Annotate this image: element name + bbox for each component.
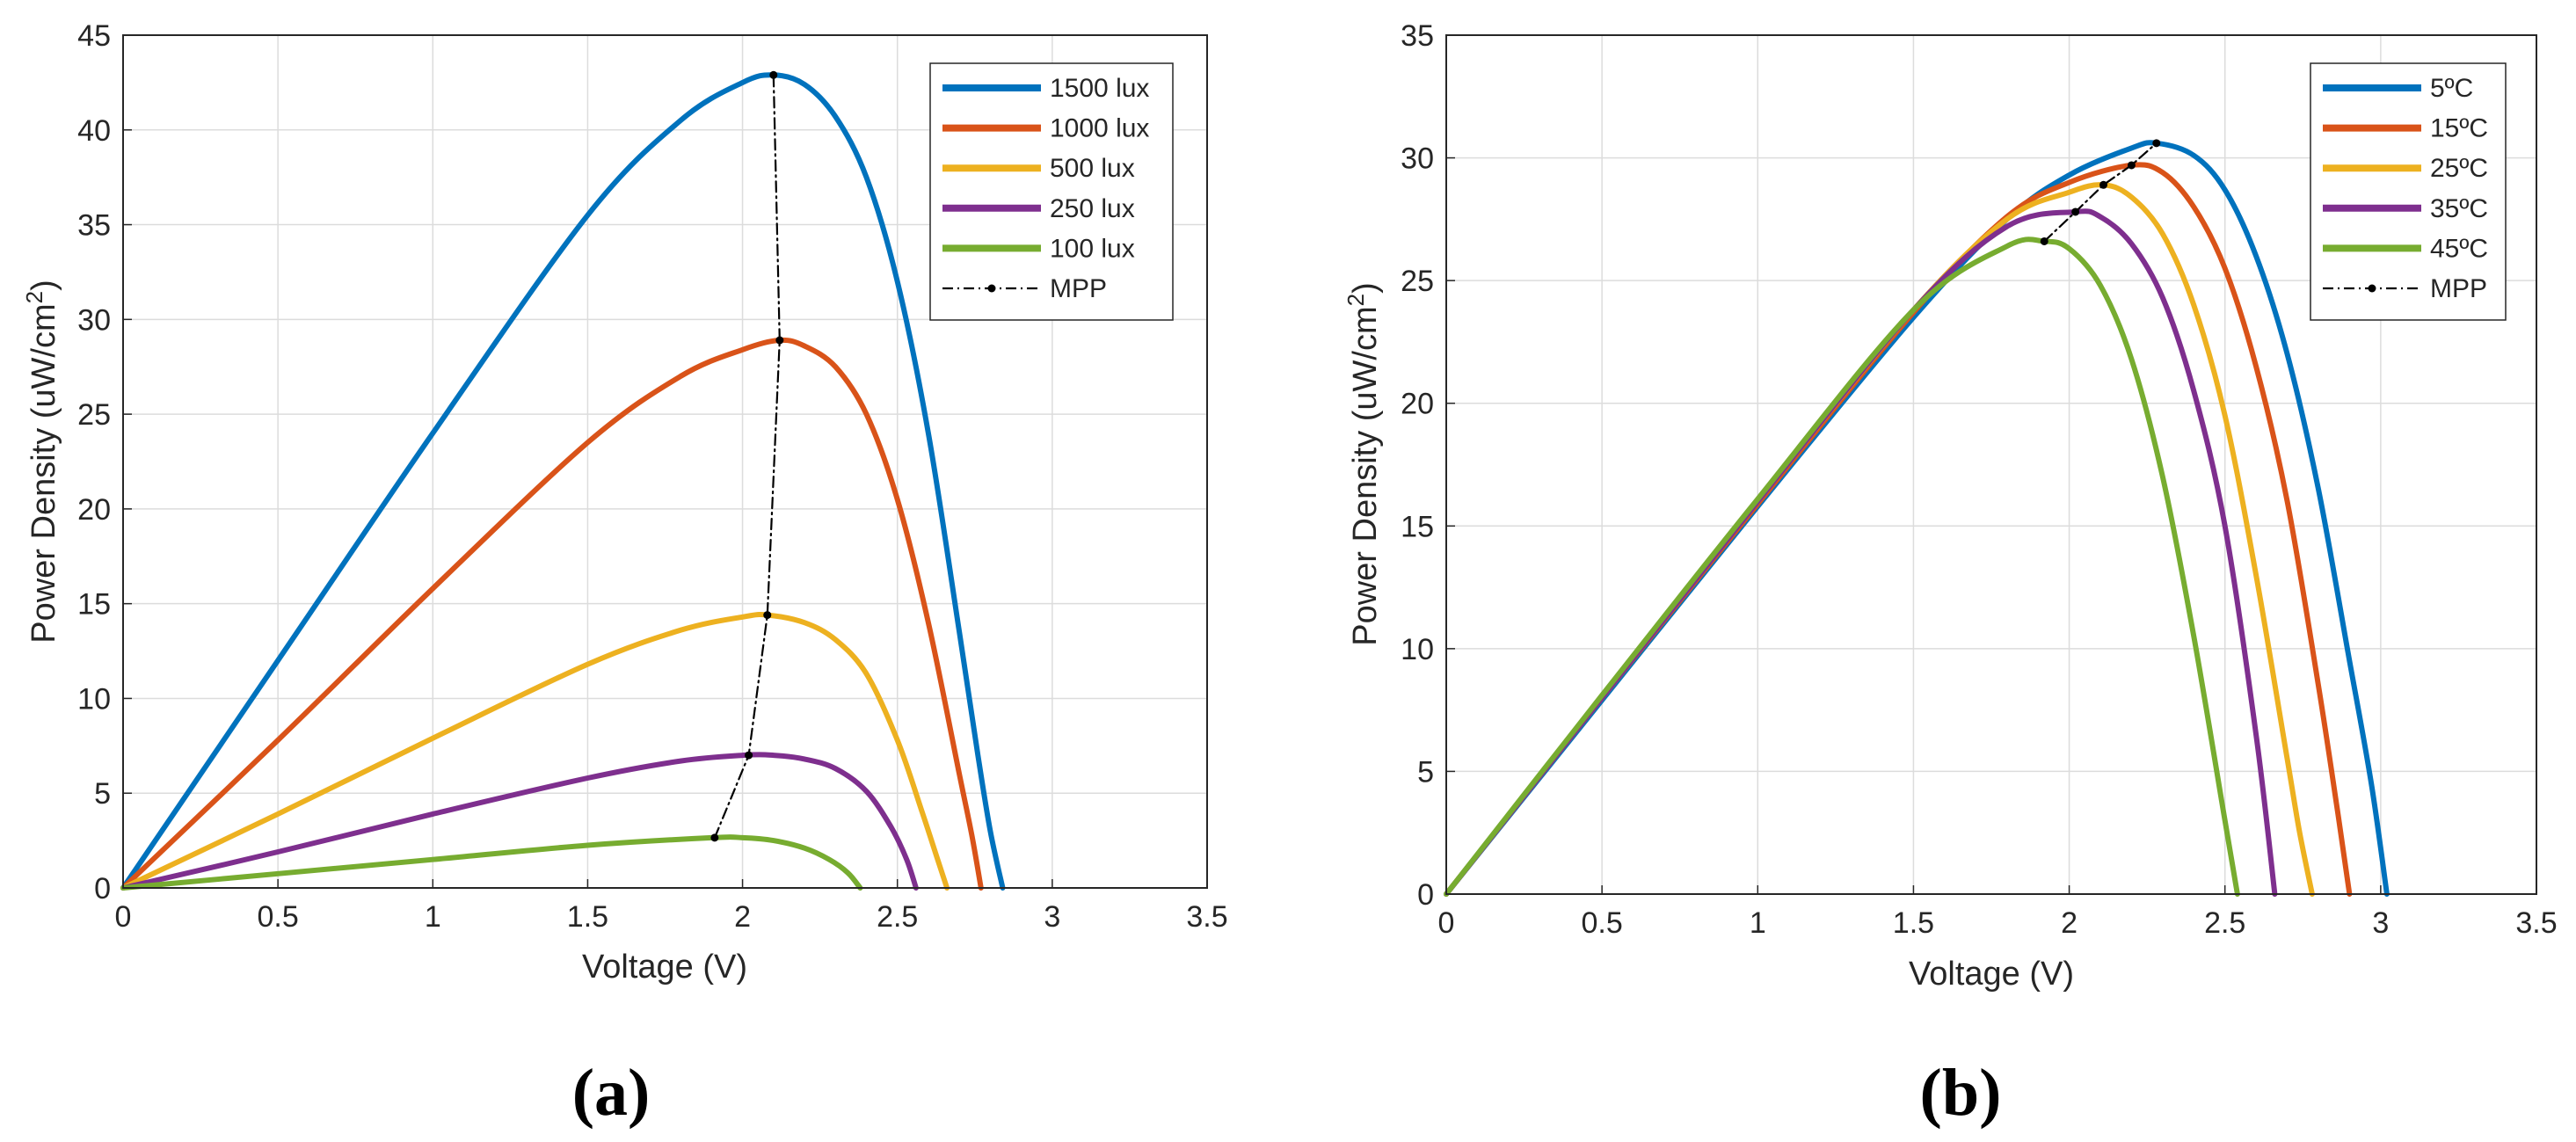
chart-a-legend-label: MPP xyxy=(1050,274,1107,303)
chart-a-series-line xyxy=(120,612,950,891)
chart-a-axes-box xyxy=(122,34,1208,889)
chart-a-mpp-point xyxy=(769,70,778,79)
chart-b-x-tick-label: 3.5 xyxy=(2515,906,2557,940)
chart-a-series-line xyxy=(713,74,781,839)
chart-a-mpp-point xyxy=(745,751,753,760)
chart-b-x-tick-label: 0 xyxy=(1438,906,1455,940)
chart-a-x-tick-label: 2 xyxy=(734,900,751,934)
chart-a-legend-label: 500 lux xyxy=(1050,154,1135,183)
chart-b-y-tick-label: 35 xyxy=(1401,19,1434,53)
chart-a-y-tick-label: 15 xyxy=(77,588,111,622)
chart-a-y-tick-label: 0 xyxy=(94,872,111,906)
chart-a-x-tick-label: 2.5 xyxy=(877,900,918,934)
chart-b-x-tick-label: 3 xyxy=(2372,906,2389,940)
chart-a-x-ticks: 0 0.5 1 1.5 2 2.5 3 3.5 xyxy=(115,879,1228,934)
chart-b-series-line xyxy=(1444,236,2240,897)
chart-a-series-line xyxy=(120,72,1006,891)
chart-a-mpp-point xyxy=(763,611,772,620)
chart-b-y-tick-label: 30 xyxy=(1401,142,1434,176)
chart-b-mpp-point xyxy=(2099,180,2108,189)
chart-b-y-tick-label: 15 xyxy=(1401,510,1434,543)
chart-b-mpp-point xyxy=(2071,207,2080,216)
chart-b-mpp-markers xyxy=(2040,139,2161,245)
chart-a-grid xyxy=(123,35,1207,888)
chart-a-x-tick-label: 3.5 xyxy=(1186,900,1227,934)
chart-b-y-axis-label: Power Density (uW/cm2) xyxy=(1343,282,1384,646)
chart-b-y-tick-label: 0 xyxy=(1417,878,1434,912)
chart-b-legend-label: 25ºC xyxy=(2430,154,2488,183)
chart-a-x-tick-label: 3 xyxy=(1044,900,1060,934)
chart-b-mpp-point xyxy=(2040,236,2048,245)
chart-b-axes-box xyxy=(1445,34,2537,895)
chart-a-mpp-point xyxy=(710,833,719,842)
chart-b-legend-label: 15ºC xyxy=(2430,114,2488,143)
chart-a-y-tick-label: 30 xyxy=(77,303,111,337)
chart-b-x-tick-label: 1 xyxy=(1750,906,1766,940)
chart-a-mpp-markers xyxy=(710,70,784,842)
chart-a-legend-label: 1500 lux xyxy=(1050,74,1149,103)
chart-b-mpp-point xyxy=(2127,161,2136,170)
chart-b-y-tick-label: 5 xyxy=(1417,755,1434,789)
chart-b-y-tick-label: 10 xyxy=(1401,633,1434,666)
chart-b-legend-label: 45ºC xyxy=(2430,234,2488,263)
chart-b-legend-marker xyxy=(2368,284,2376,293)
chart-b-legend-label: 35ºC xyxy=(2430,194,2488,223)
chart-b-legend-label: 5ºC xyxy=(2430,74,2473,103)
chart-a-legend-items: 1500 lux 1000 lux 500 lux 250 lux 100 lux MPP xyxy=(942,74,1149,303)
chart-a-y-tick-label: 5 xyxy=(94,777,111,811)
chart-a: 0 0.5 1 1.5 2 2.5 3 3.5 0 5 10 15 20 25 30 35 40 45 Volt… xyxy=(21,19,1228,1130)
chart-a-mpp-point xyxy=(775,336,784,345)
chart-b-x-tick-label: 2.5 xyxy=(2204,906,2245,940)
chart-a-x-tick-label: 0.5 xyxy=(258,900,299,934)
chart-a-y-tick-label: 45 xyxy=(77,19,111,53)
chart-a-legend-box xyxy=(929,62,1174,321)
chart-a-y-tick-label: 25 xyxy=(77,398,111,432)
chart-b-x-axis-label: Voltage (V) xyxy=(1909,956,2074,993)
chart-b-y-ticks: 0 5 10 15 20 25 30 35 xyxy=(1401,19,1455,912)
chart-a-y-tick-label: 40 xyxy=(77,114,111,148)
chart-a-legend-label: 250 lux xyxy=(1050,194,1135,223)
chart-b-legend: 5ºC 15ºC 25ºC 35ºC 45ºC MPP xyxy=(2310,62,2507,321)
chart-a-legend-label: 1000 lux xyxy=(1050,114,1149,143)
chart-a-x-axis-label: Voltage (V) xyxy=(582,949,747,986)
chart-b-x-ticks: 0 0.5 1 1.5 2 2.5 3 3.5 xyxy=(1438,885,2558,940)
chart-b: 0 0.5 1 1.5 2 2.5 3 3.5 0 5 10 15 20 25 30 35 Voltage … xyxy=(1343,19,2558,1130)
chart-b-x-tick-label: 1.5 xyxy=(1893,906,1934,940)
chart-b-series-line xyxy=(2043,142,2158,243)
chart-a-legend: 1500 lux 1000 lux 500 lux 250 lux 100 lux MPP xyxy=(929,62,1174,321)
chart-b-legend-box xyxy=(2310,62,2507,321)
chart-b-y-tick-label: 25 xyxy=(1401,265,1434,298)
chart-a-y-tick-label: 20 xyxy=(77,493,111,527)
chart-b-legend-items: 5ºC 15ºC 25ºC 35ºC 45ºC MPP xyxy=(2323,74,2488,303)
chart-b-x-tick-label: 2 xyxy=(2061,906,2078,940)
chart-a-x-tick-label: 0 xyxy=(115,900,132,934)
chart-b-x-tick-label: 0.5 xyxy=(1582,906,1623,940)
chart-b-panel-label: (b) xyxy=(1920,1056,2002,1130)
chart-a-y-tick-label: 35 xyxy=(77,209,111,243)
chart-a-x-tick-label: 1 xyxy=(425,900,441,934)
chart-a-x-tick-label: 1.5 xyxy=(567,900,608,934)
chart-a-series-line xyxy=(120,752,919,891)
chart-a-legend-label: 100 lux xyxy=(1050,234,1135,263)
chart-a-panel-label: (a) xyxy=(572,1056,651,1130)
chart-a-y-ticks: 0 5 10 15 20 25 30 35 40 45 xyxy=(77,19,132,906)
chart-b-y-tick-label: 20 xyxy=(1401,388,1434,421)
chart-b-mpp-point xyxy=(2152,139,2161,148)
chart-a-legend-marker xyxy=(987,284,996,293)
chart-b-legend-label: MPP xyxy=(2430,274,2487,303)
chart-a-series-line xyxy=(120,337,984,891)
chart-a-y-tick-label: 10 xyxy=(77,682,111,716)
chart-b-series xyxy=(1444,140,2390,897)
chart-a-y-axis-label: Power Density (uW/cm2) xyxy=(21,280,62,644)
